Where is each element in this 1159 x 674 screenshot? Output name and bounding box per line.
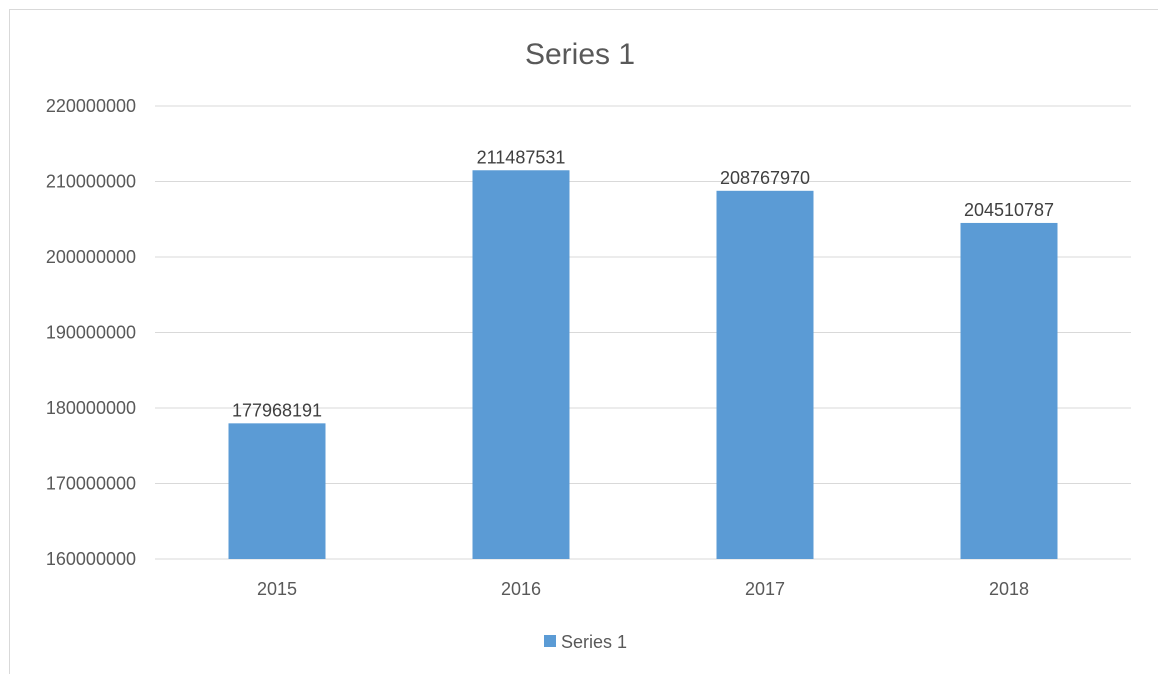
data-label-2018: 204510787 (964, 200, 1054, 220)
bars (228, 170, 1058, 560)
y-tick-label: 180000000 (46, 398, 136, 418)
legend-swatch-series-1 (544, 635, 556, 647)
x-tick-label-2017: 2017 (745, 579, 785, 599)
y-tick-label: 190000000 (46, 323, 136, 343)
bar-2017 (716, 190, 814, 560)
y-tick-label: 160000000 (46, 549, 136, 569)
x-axis-labels: 2015 2016 2017 2018 (257, 579, 1029, 599)
bar-2015 (228, 423, 326, 559)
y-tick-label: 210000000 (46, 172, 136, 192)
x-tick-label-2015: 2015 (257, 579, 297, 599)
data-label-2016: 211487531 (477, 147, 566, 167)
data-labels: 177968191 211487531 208767970 204510787 (232, 147, 1054, 420)
y-axis-labels: 160000000 170000000 180000000 190000000 2000… (46, 96, 136, 569)
legend: Series 1 (544, 632, 627, 652)
bar-2016 (472, 170, 570, 559)
bar-2018 (960, 222, 1058, 560)
y-tick-label: 220000000 (46, 96, 136, 116)
legend-label-series-1: Series 1 (561, 632, 627, 652)
data-label-2017: 208767970 (720, 168, 810, 188)
x-tick-label-2016: 2016 (501, 579, 541, 599)
x-tick-label-2018: 2018 (989, 579, 1029, 599)
y-tick-label: 200000000 (46, 247, 136, 267)
data-label-2015: 177968191 (232, 400, 322, 420)
chart-title: Series 1 (525, 38, 635, 71)
y-tick-label: 170000000 (46, 474, 136, 494)
